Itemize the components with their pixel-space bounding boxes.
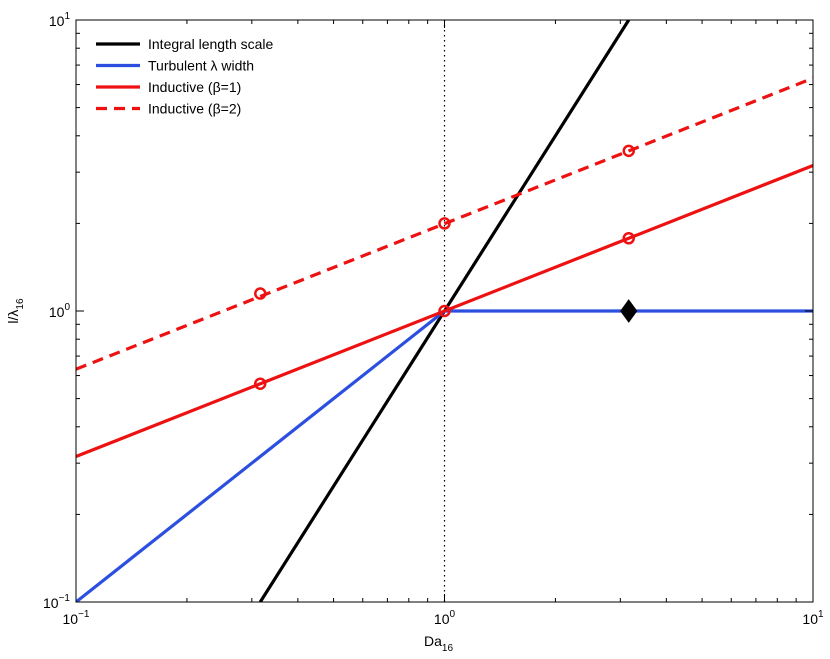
x-tick-label-2-exp: 1 [818, 609, 824, 620]
x-tick-label-0: 10−1 [63, 609, 90, 627]
series-line-3 [76, 76, 813, 371]
y-tick-label-2-base: 10 [49, 13, 65, 29]
x-tick-label-2: 101 [802, 609, 824, 627]
series-3-marker-0 [253, 287, 267, 300]
series-3-marker-1 [438, 217, 451, 230]
y-tick-label-0: 10−1 [43, 593, 70, 611]
y-tick-label-1-base: 10 [49, 304, 65, 320]
y-axis-label-main: l/λ [5, 310, 21, 324]
x-axis-label: Da16 [424, 633, 453, 654]
legend-label-2: Inductive (β=1) [148, 79, 241, 95]
series-line-2 [76, 164, 813, 458]
x-tick-label-0-exp: −1 [78, 609, 90, 620]
y-tick-label-2: 101 [49, 11, 71, 29]
x-tick-label-0-base: 10 [63, 611, 79, 627]
axes [75, 19, 814, 603]
series-2-marker-2 [622, 232, 635, 245]
legend-label-0: Integral length scale [148, 36, 274, 52]
x-tick-label-1-exp: 0 [450, 609, 456, 620]
x-tick-label-1: 100 [434, 609, 456, 627]
legend-label-3: Inductive (β=2) [148, 101, 241, 117]
y-tick-label-1: 100 [49, 302, 71, 320]
y-tick-label-0-exp: −1 [59, 593, 71, 604]
y-axis-label: l/λ16 [5, 298, 26, 324]
x-tick-label-1-base: 10 [434, 611, 450, 627]
diamond-marker-0 [620, 299, 638, 323]
series-2-marker-0 [253, 377, 267, 391]
x-axis-label-main: Da [424, 633, 442, 649]
legend-label-1: Turbulent λ width [148, 58, 254, 74]
y-tick-label-0-base: 10 [43, 595, 59, 611]
legend: Integral length scale Turbulent λ width In… [96, 36, 274, 117]
series-2-marker-1 [438, 304, 451, 318]
x-axis-label-sub: 16 [442, 643, 454, 654]
plot-area [76, 20, 813, 602]
y-axis-label-sub: 16 [15, 298, 26, 310]
y-tick-label-2-exp: 1 [64, 11, 70, 22]
y-tick-label-1-exp: 0 [64, 302, 70, 313]
x-tick-label-2-base: 10 [802, 611, 818, 627]
series-3-marker-2 [622, 144, 635, 158]
